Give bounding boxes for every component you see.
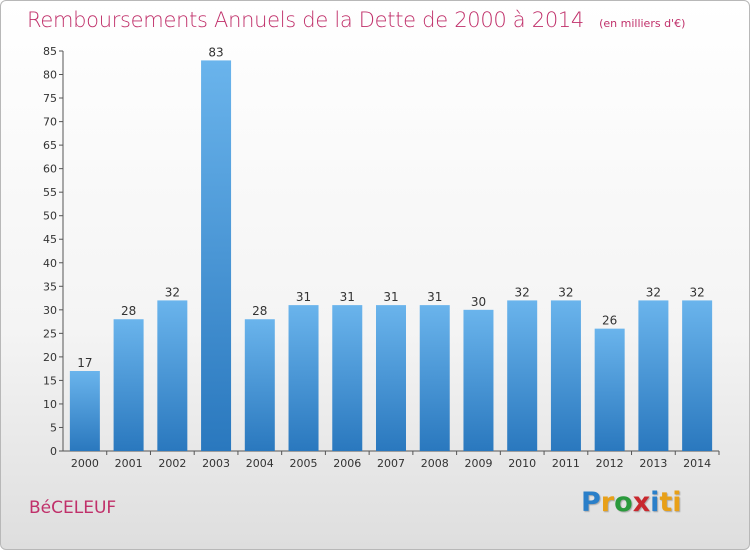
logo-letter: o <box>614 487 633 518</box>
bar <box>288 305 319 451</box>
chart-bars: 17 2000 28 2001 32 2002 83 2003 28 2004 31 2005 31 20… <box>69 45 713 470</box>
x-tick-label: 2009 <box>464 457 492 470</box>
x-tick-label: 2008 <box>421 457 449 470</box>
bar-value-label: 32 <box>646 285 661 299</box>
bar <box>376 305 406 451</box>
bar <box>507 300 538 451</box>
y-tick-label: 50 <box>43 210 57 223</box>
bar-value-label: 30 <box>471 295 486 309</box>
bar <box>550 300 581 451</box>
x-tick-label: 2005 <box>290 457 318 470</box>
y-tick-label: 30 <box>43 304 57 317</box>
y-tick-label: 75 <box>43 92 57 105</box>
chart-subtitle: (en milliers d'€) <box>599 17 686 30</box>
bar-value-label: 83 <box>208 45 223 59</box>
y-tick-label: 10 <box>43 398 57 411</box>
chart-title-main: Remboursements Annuels de la Dette de 20… <box>27 8 584 32</box>
logo-letter: i <box>650 487 660 518</box>
bar-value-label: 31 <box>340 290 355 304</box>
x-tick-label: 2002 <box>158 457 186 470</box>
commune-name: BéCELEUF <box>29 498 117 518</box>
x-tick-label: 2006 <box>333 457 361 470</box>
x-tick-label: 2011 <box>552 457 580 470</box>
y-tick-label: 35 <box>43 280 57 293</box>
x-tick-label: 2004 <box>246 457 274 470</box>
x-tick-label: 2001 <box>115 457 143 470</box>
bar-value-label: 31 <box>296 290 311 304</box>
bar <box>682 300 713 451</box>
y-tick-label: 45 <box>43 233 57 246</box>
y-tick-label: 80 <box>43 69 57 82</box>
y-tick-label: 0 <box>50 445 57 458</box>
logo-letter: r <box>600 487 615 518</box>
bar-value-label: 32 <box>558 285 573 299</box>
bar <box>201 60 232 451</box>
chart-axes: 0 5 10 15 20 25 30 35 40 45 50 55 60 65 70 75 80 85 <box>43 45 720 458</box>
logo-letter: x <box>632 487 651 518</box>
chart-title: Remboursements Annuels de la Dette de 20… <box>27 8 685 32</box>
y-tick-label: 40 <box>43 257 57 270</box>
logo-letter: ti <box>659 487 682 518</box>
y-tick-label: 70 <box>43 116 57 129</box>
bar-value-label: 32 <box>515 285 530 299</box>
x-tick-label: 2012 <box>596 457 624 470</box>
bar-value-label: 26 <box>602 314 617 328</box>
bar-value-label: 17 <box>77 356 92 370</box>
bar <box>463 309 494 451</box>
x-tick-label: 2013 <box>639 457 667 470</box>
bar-value-label: 28 <box>252 304 267 318</box>
bar-value-label: 32 <box>165 285 180 299</box>
y-tick-label: 5 <box>50 421 57 434</box>
bar <box>594 328 625 451</box>
proxiti-logo[interactable]: Proxiti <box>581 487 682 518</box>
y-tick-label: 55 <box>43 186 57 199</box>
x-tick-label: 2010 <box>508 457 536 470</box>
bar <box>157 300 188 451</box>
bar-value-label: 28 <box>121 304 136 318</box>
y-tick-label: 15 <box>43 374 57 387</box>
bar <box>244 319 275 451</box>
bar <box>113 319 144 451</box>
y-tick-label: 85 <box>43 45 57 58</box>
y-tick-label: 20 <box>43 351 57 364</box>
y-tick-label: 60 <box>43 163 57 176</box>
bar <box>332 305 363 451</box>
x-tick-label: 2007 <box>377 457 405 470</box>
bar-value-label: 31 <box>427 290 442 304</box>
logo-letter: P <box>581 487 601 518</box>
bar <box>69 371 100 451</box>
x-tick-label: 2000 <box>71 457 99 470</box>
x-tick-label: 2003 <box>202 457 230 470</box>
bar-value-label: 31 <box>383 290 398 304</box>
y-tick-label: 65 <box>43 139 57 152</box>
bar-value-label: 32 <box>689 285 704 299</box>
bar <box>419 305 450 451</box>
y-tick-label: 25 <box>43 327 57 340</box>
bar <box>638 300 669 451</box>
x-tick-label: 2014 <box>683 457 711 470</box>
